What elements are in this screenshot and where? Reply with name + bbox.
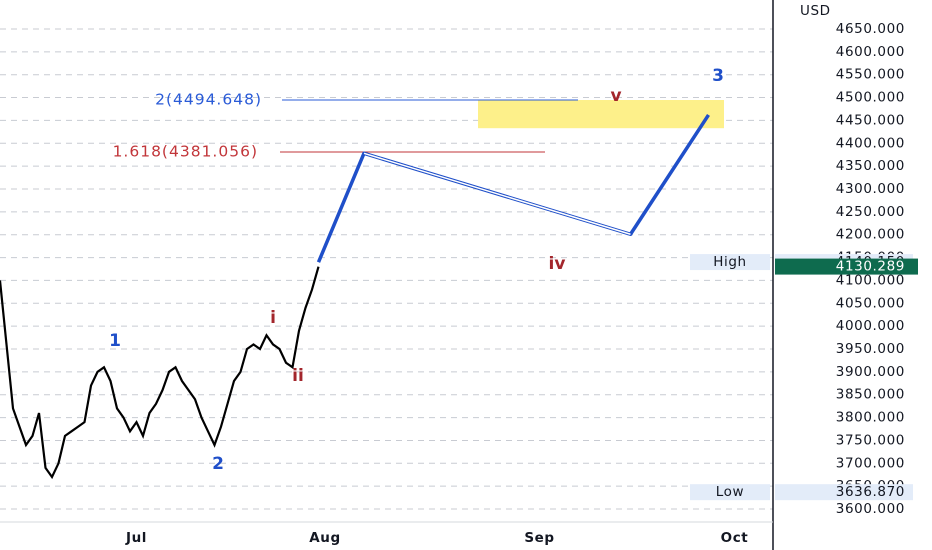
wave-label: i xyxy=(270,308,276,328)
last-price-value: 4130.289 xyxy=(836,259,905,275)
y-tick-label: 4650.000 xyxy=(836,21,905,37)
currency-label: USD xyxy=(800,3,831,19)
wave-label: 3 xyxy=(712,66,724,86)
y-tick-label: 4600.000 xyxy=(836,44,905,60)
low-tag-name: Low xyxy=(716,484,744,500)
y-tick-label: 4000.000 xyxy=(836,318,905,334)
wave-label: 2 xyxy=(212,454,224,474)
wave-label: iv xyxy=(549,254,566,274)
x-tick-label: Sep xyxy=(524,530,554,546)
x-tick-label: Oct xyxy=(721,530,749,546)
x-tick-label: Aug xyxy=(309,530,341,546)
wave-label: 1 xyxy=(109,331,121,351)
y-tick-label: 3750.000 xyxy=(836,432,905,448)
y-tick-label: 4200.000 xyxy=(836,227,905,243)
wave-label: ii xyxy=(292,366,304,386)
wave-projection-leg xyxy=(363,152,631,235)
low-tag-bg xyxy=(775,484,913,501)
y-tick-label: 4050.000 xyxy=(836,295,905,311)
target-zone xyxy=(478,100,724,129)
y-tick-label: 3800.000 xyxy=(836,410,905,426)
high-tag-name-bg xyxy=(690,254,770,271)
y-tick-label: 4450.000 xyxy=(836,112,905,128)
wave-label: v xyxy=(610,86,621,106)
y-tick-label: 3850.000 xyxy=(836,387,905,403)
y-tick-label: 4300.000 xyxy=(836,181,905,197)
y-tick-label: 3900.000 xyxy=(836,364,905,380)
low-tag-name-bg xyxy=(690,484,770,501)
y-tick-label: 4550.000 xyxy=(836,67,905,83)
high-tag-name: High xyxy=(713,254,746,270)
y-tick-label: 3600.000 xyxy=(836,501,905,517)
fib-label: 1.618(4381.056) xyxy=(113,142,258,160)
y-tick-label: 3700.000 xyxy=(836,455,905,471)
price-line xyxy=(0,266,320,480)
fib-label: 2(4494.648) xyxy=(155,91,262,109)
last-price-bg xyxy=(775,258,918,275)
y-tick-label: 4100.000 xyxy=(836,272,905,288)
y-tick-label: 4250.000 xyxy=(836,204,905,220)
y-tick-label: 3950.000 xyxy=(836,341,905,357)
y-tick-label: 4400.000 xyxy=(836,135,905,151)
low-tag-value: 3636.870 xyxy=(836,484,905,500)
y-tick-label: 4500.000 xyxy=(836,90,905,106)
y-tick-label: 4350.000 xyxy=(836,158,905,174)
x-tick-label: Jul xyxy=(125,530,147,546)
